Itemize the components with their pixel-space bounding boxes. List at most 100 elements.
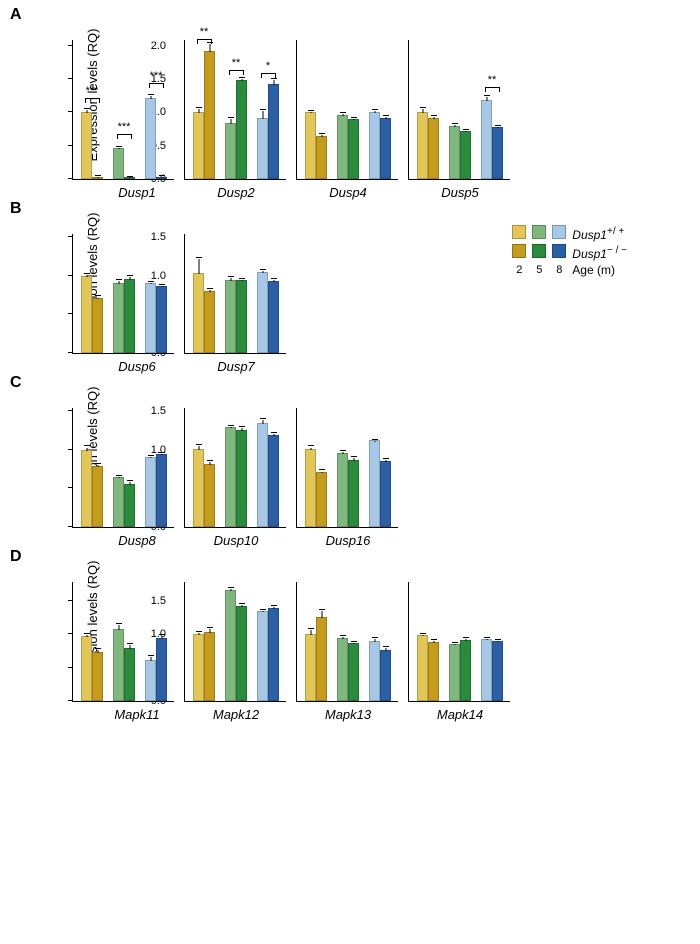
error-bar — [241, 428, 242, 431]
legend-label: Dusp1+/ + — [569, 224, 630, 243]
error-cap — [372, 439, 378, 440]
error-cap — [372, 637, 378, 638]
bar — [316, 136, 327, 179]
error-cap — [228, 276, 234, 277]
error-cap — [383, 458, 389, 459]
y-tick — [68, 667, 73, 668]
error-bar — [342, 114, 343, 116]
error-bar — [353, 119, 354, 120]
bar — [124, 177, 135, 179]
error-cap — [207, 288, 213, 289]
error-bar — [230, 119, 231, 124]
error-bar — [209, 462, 210, 464]
panel-letter: B — [10, 200, 22, 218]
error-cap — [116, 146, 122, 147]
axes: Dusp10 — [184, 408, 286, 528]
error-cap — [196, 444, 202, 445]
gene-label: Dusp10 — [214, 533, 259, 548]
error-cap — [271, 605, 277, 606]
gene-label: Mapk13 — [325, 707, 371, 722]
error-bar — [150, 96, 151, 99]
axes: Mapk13 — [296, 582, 398, 702]
chart-Mapk13: Mapk13 — [296, 582, 398, 702]
bar — [156, 177, 167, 179]
error-cap — [148, 281, 154, 282]
error-cap — [484, 95, 490, 96]
y-tick — [68, 633, 73, 634]
gene-label: Mapk12 — [213, 707, 259, 722]
y-tick — [68, 526, 73, 527]
bar — [193, 112, 204, 179]
bar — [492, 127, 503, 179]
error-bar — [118, 148, 119, 149]
significance-label: ** — [488, 75, 497, 86]
error-bar — [342, 637, 343, 639]
chart-Dusp2: *****Dusp2 — [184, 40, 286, 180]
error-bar — [374, 111, 375, 113]
bar — [268, 281, 279, 353]
bar — [145, 457, 156, 527]
error-bar — [486, 97, 487, 101]
bar — [193, 449, 204, 527]
error-bar — [129, 177, 130, 178]
error-bar — [230, 589, 231, 590]
significance-label: * — [266, 61, 270, 72]
error-cap — [260, 418, 266, 419]
error-cap — [271, 78, 277, 79]
bar — [481, 100, 492, 179]
bar — [337, 453, 348, 527]
error-bar — [198, 633, 199, 636]
error-cap — [239, 426, 245, 427]
error-cap — [196, 631, 202, 632]
error-bar — [310, 112, 311, 113]
bar — [81, 636, 92, 701]
legend-swatch — [512, 244, 526, 258]
error-bar — [273, 607, 274, 609]
error-bar — [86, 110, 87, 113]
error-bar — [86, 448, 87, 451]
charts-row: Expression levels (RQ)0.00.51.01.52.0***… — [46, 10, 690, 180]
error-cap — [116, 475, 122, 476]
error-cap — [95, 175, 101, 176]
error-bar — [118, 477, 119, 479]
y-tick — [68, 236, 73, 237]
bar — [193, 634, 204, 701]
bar — [145, 98, 156, 179]
bar — [316, 617, 327, 701]
error-cap — [420, 633, 426, 634]
error-cap — [431, 639, 437, 640]
y-tick-label: 2.0 — [151, 40, 166, 52]
error-bar — [454, 644, 455, 645]
bar — [156, 638, 167, 701]
error-bar — [97, 298, 98, 300]
bar — [225, 590, 236, 701]
error-bar — [241, 79, 242, 82]
error-cap — [196, 107, 202, 108]
error-bar — [86, 635, 87, 637]
error-bar — [273, 280, 274, 282]
legend-label: Dusp1− / − — [569, 243, 630, 262]
gene-label: Dusp16 — [326, 533, 371, 548]
error-cap — [340, 635, 346, 636]
error-bar — [353, 643, 354, 644]
chart-Dusp4: Dusp4 — [296, 40, 398, 180]
bar — [236, 606, 247, 701]
axes: 0.00.51.01.5Dusp8 — [72, 408, 174, 528]
chart-Dusp10: Dusp10 — [184, 408, 286, 528]
y-tick — [68, 145, 73, 146]
error-bar — [198, 259, 199, 274]
error-bar — [150, 457, 151, 459]
bar — [225, 280, 236, 353]
bar — [492, 641, 503, 701]
bar — [380, 118, 391, 179]
bar — [380, 650, 391, 701]
bar — [92, 652, 103, 701]
axes: 0.00.51.01.5Dusp6 — [72, 234, 174, 354]
bar — [481, 639, 492, 701]
error-cap — [95, 295, 101, 296]
y-tick — [68, 313, 73, 314]
error-cap — [351, 117, 357, 118]
axes: Mapk12 — [184, 582, 286, 702]
error-cap — [319, 609, 325, 610]
bar — [257, 272, 268, 353]
